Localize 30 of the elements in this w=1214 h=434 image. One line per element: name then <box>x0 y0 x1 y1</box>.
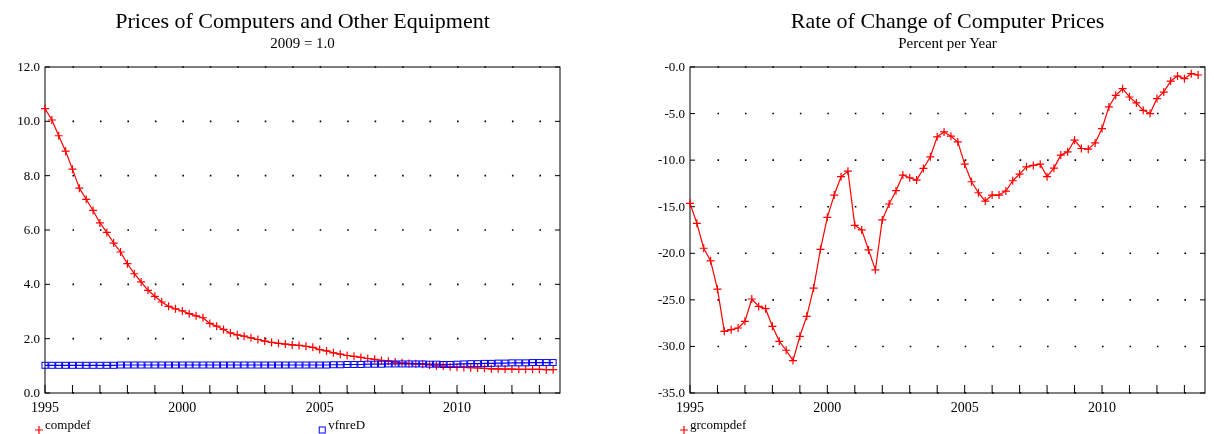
y-tick-label: -5.0 <box>664 105 685 121</box>
y-tick-label: -25.0 <box>657 291 685 307</box>
x-tick-label: 2010 <box>443 400 471 415</box>
legend-label: compdef <box>45 417 92 432</box>
x-tick-label: 1995 <box>676 400 704 415</box>
legend-label: vfnreD <box>328 417 366 432</box>
y-tick-label: -15.0 <box>657 198 685 214</box>
x-tick-label: 2000 <box>813 400 842 415</box>
y-tick-label: -20.0 <box>657 245 685 261</box>
y-tick-label: -35.0 <box>657 385 685 400</box>
y-tick-label: 10.0 <box>17 113 40 129</box>
chart-title: Prices of Computers and Other Equipment <box>115 8 490 33</box>
x-tick-label: 2000 <box>168 400 197 415</box>
y-tick-label: 0.0 <box>23 385 40 400</box>
y-tick-label: 12.0 <box>17 59 40 74</box>
chart-subtitle: Percent per Year <box>898 35 997 51</box>
chart-title: Rate of Change of Computer Prices <box>790 8 1105 33</box>
y-tick-label: -30.0 <box>657 338 685 354</box>
x-tick-label: 2005 <box>305 400 334 415</box>
chart-subtitle: 2009 = 1.0 <box>270 35 335 51</box>
x-tick-label: 1995 <box>31 400 59 415</box>
y-tick-label: 8.0 <box>23 167 40 183</box>
y-tick-label: 4.0 <box>23 276 40 292</box>
x-tick-label: 2005 <box>950 400 979 415</box>
y-tick-label: -10.0 <box>657 152 685 168</box>
y-tick-label: 2.0 <box>23 330 40 346</box>
y-tick-label: 6.0 <box>23 222 40 237</box>
x-tick-label: 2010 <box>1088 400 1116 415</box>
legend-label: grcompdef <box>690 417 747 432</box>
y-tick-label: -0.0 <box>664 59 685 74</box>
